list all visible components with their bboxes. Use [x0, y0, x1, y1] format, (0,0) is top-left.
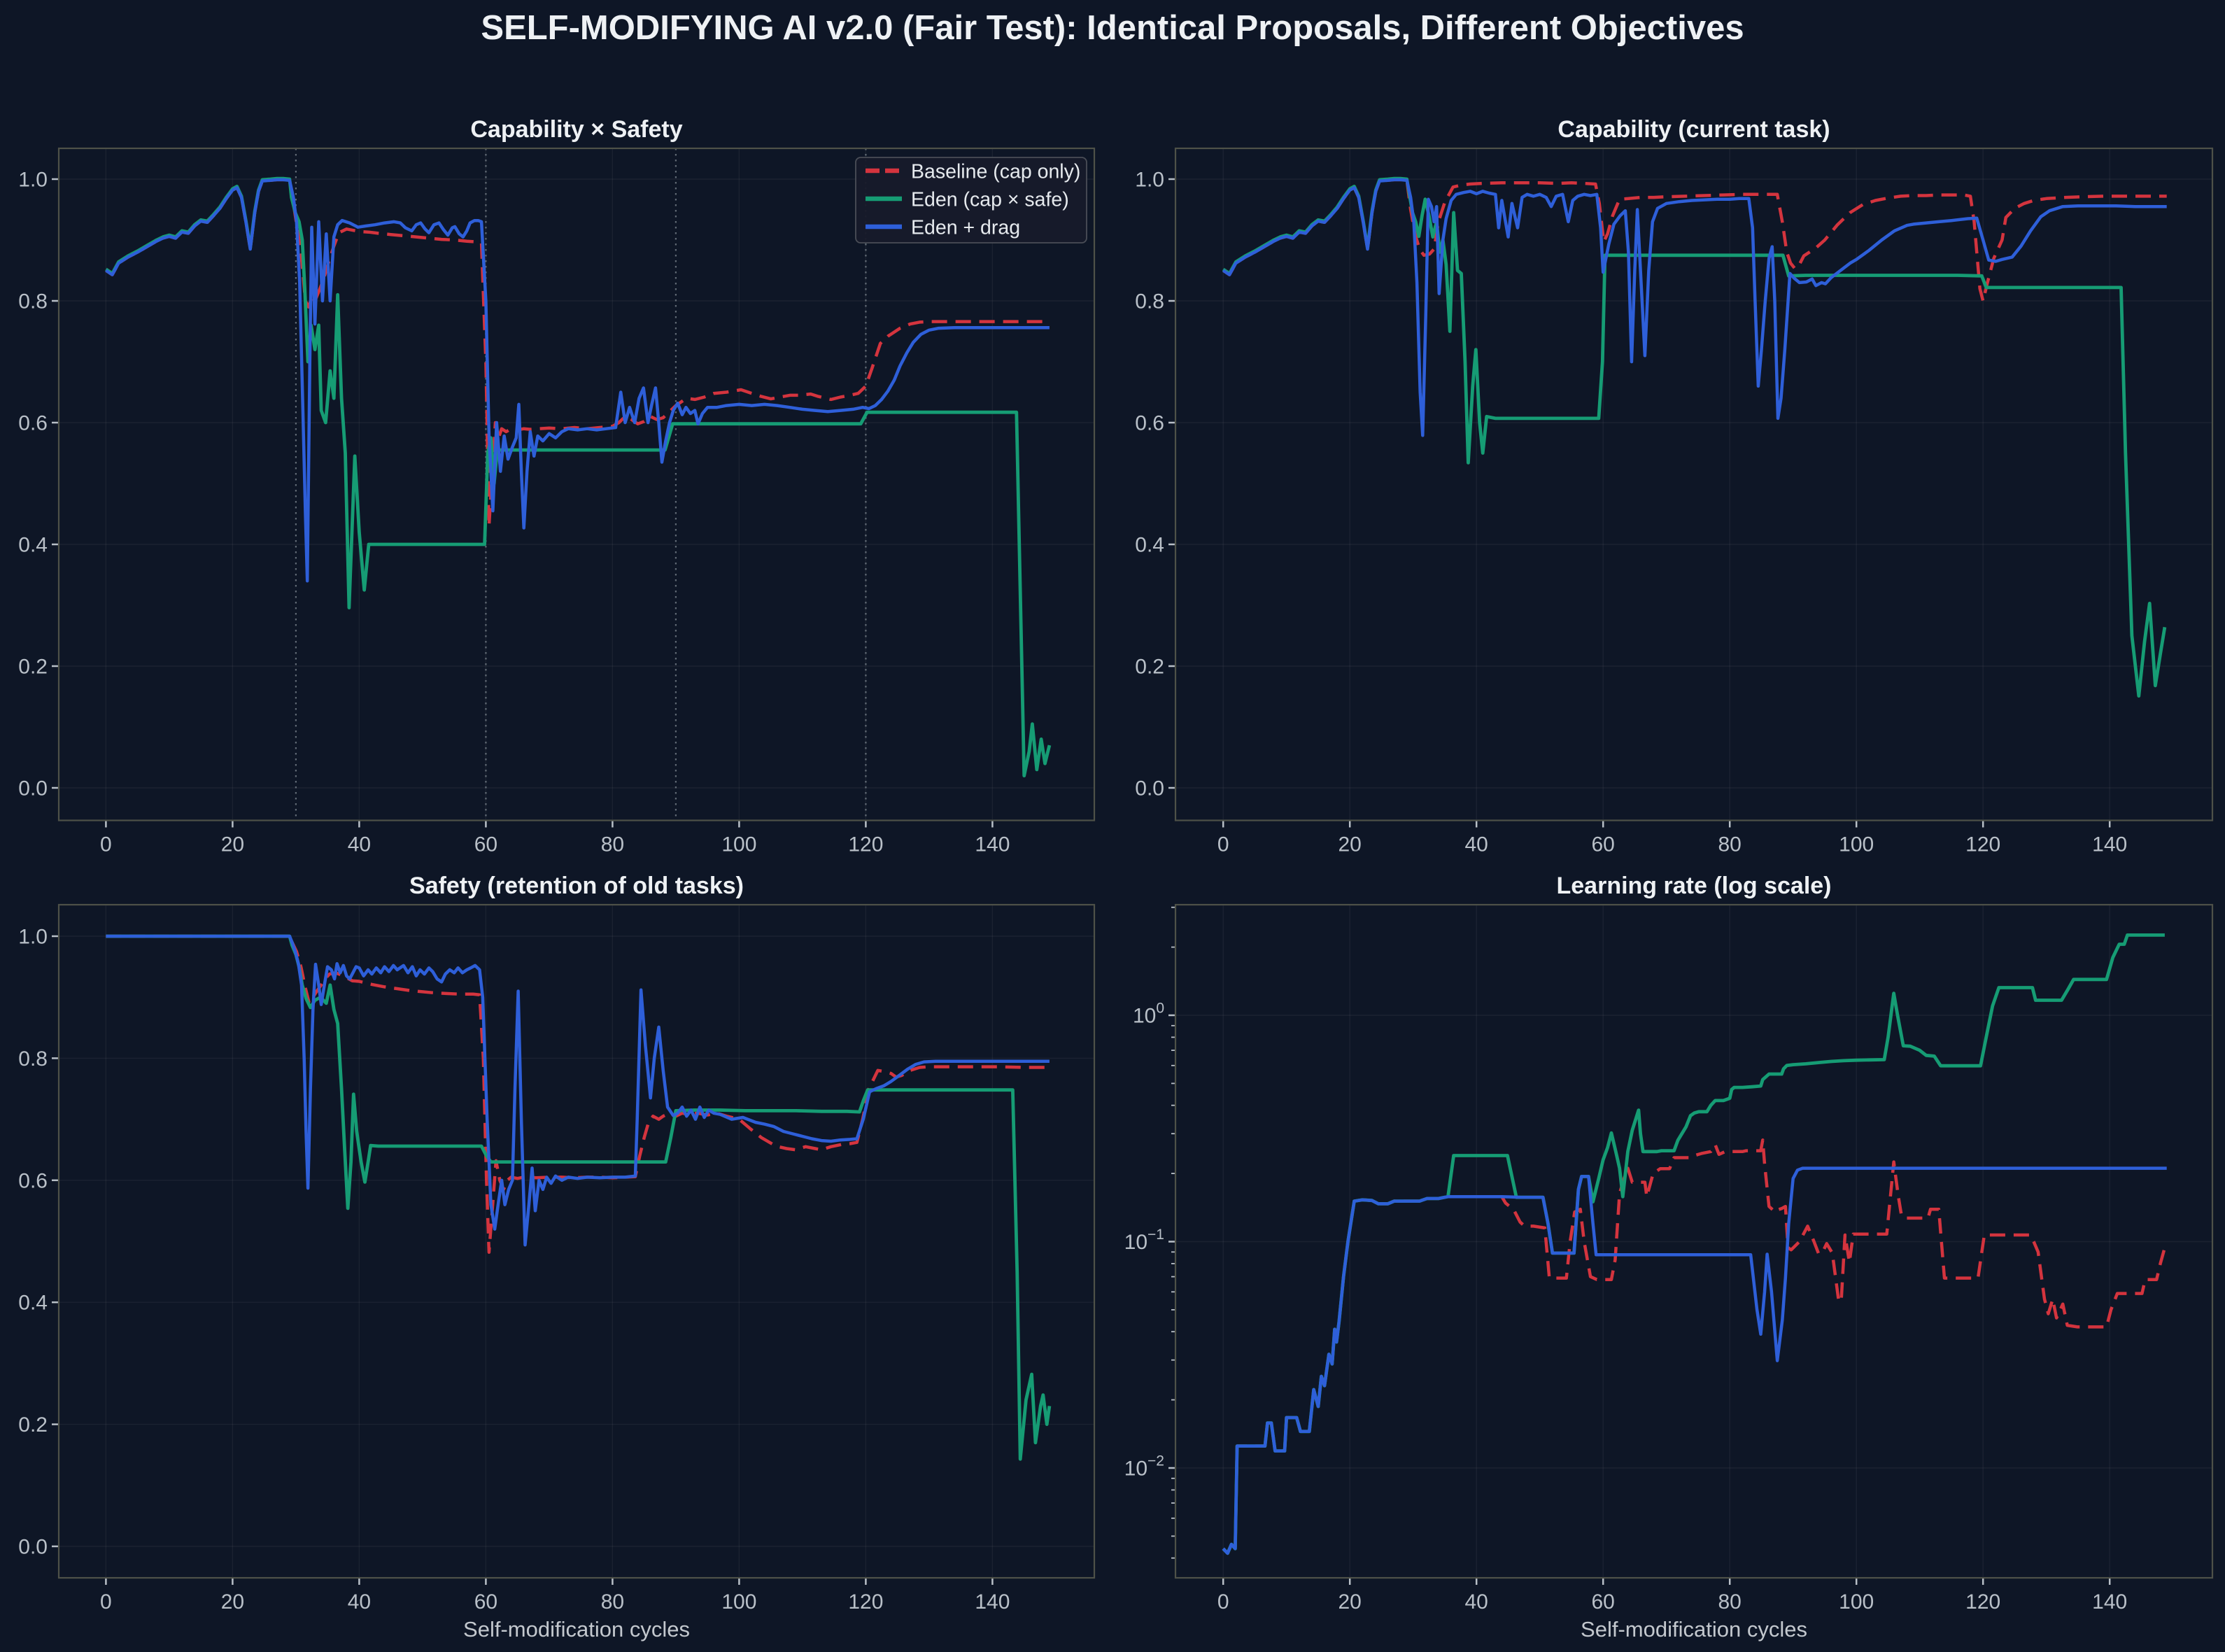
- svg-text:100: 100: [1839, 833, 1874, 856]
- svg-text:80: 80: [601, 1590, 624, 1614]
- svg-text:120: 120: [1965, 833, 2000, 856]
- svg-text:1.0: 1.0: [18, 926, 48, 949]
- svg-text:0.4: 0.4: [1135, 534, 1164, 557]
- svg-text:40: 40: [348, 833, 371, 856]
- svg-text:20: 20: [1338, 1590, 1362, 1614]
- svg-text:0: 0: [100, 1590, 112, 1614]
- svg-text:0.2: 0.2: [18, 656, 48, 679]
- svg-text:140: 140: [975, 833, 1010, 856]
- svg-text:60: 60: [474, 833, 497, 856]
- svg-text:0.2: 0.2: [18, 1413, 48, 1436]
- svg-text:0.6: 0.6: [18, 412, 48, 435]
- svg-text:20: 20: [221, 833, 244, 856]
- svg-text:100: 100: [721, 1590, 756, 1614]
- svg-text:0.0: 0.0: [1135, 777, 1164, 800]
- svg-text:0.2: 0.2: [1135, 656, 1164, 679]
- svg-text:60: 60: [1592, 833, 1615, 856]
- svg-text:0: 0: [1217, 833, 1229, 856]
- svg-text:1.0: 1.0: [1135, 169, 1164, 192]
- svg-text:10−2: 10−2: [1124, 1453, 1164, 1481]
- svg-text:80: 80: [1718, 833, 1742, 856]
- svg-text:0: 0: [1217, 1590, 1229, 1614]
- svg-text:120: 120: [848, 1590, 883, 1614]
- svg-text:1.0: 1.0: [18, 169, 48, 192]
- svg-text:140: 140: [975, 1590, 1010, 1614]
- svg-text:0.4: 0.4: [18, 534, 48, 557]
- svg-text:Self-modification cycles: Self-modification cycles: [1581, 1617, 1807, 1642]
- svg-text:140: 140: [2092, 1590, 2127, 1614]
- svg-text:Self-modification cycles: Self-modification cycles: [463, 1617, 690, 1642]
- svg-text:100: 100: [1133, 1001, 1164, 1028]
- svg-text:SELF-MODIFYING AI v2.0 (Fair T: SELF-MODIFYING AI v2.0 (Fair Test): Iden…: [481, 9, 1744, 47]
- svg-text:100: 100: [721, 833, 756, 856]
- svg-text:0.8: 0.8: [18, 290, 48, 313]
- svg-text:60: 60: [1592, 1590, 1615, 1614]
- svg-text:Eden (cap × safe): Eden (cap × safe): [911, 189, 1069, 211]
- svg-text:10−1: 10−1: [1124, 1227, 1164, 1254]
- svg-text:Safety (retention of old tasks: Safety (retention of old tasks): [409, 873, 744, 899]
- svg-text:80: 80: [601, 833, 624, 856]
- svg-text:Baseline (cap only): Baseline (cap only): [911, 161, 1080, 183]
- svg-text:20: 20: [221, 1590, 244, 1614]
- svg-text:60: 60: [474, 1590, 497, 1614]
- svg-text:Capability (current task): Capability (current task): [1558, 116, 1830, 143]
- svg-text:40: 40: [1465, 833, 1488, 856]
- svg-text:140: 140: [2092, 833, 2127, 856]
- svg-text:80: 80: [1718, 1590, 1742, 1614]
- svg-text:Learning rate (log scale): Learning rate (log scale): [1557, 873, 1832, 899]
- svg-text:0: 0: [100, 833, 112, 856]
- svg-text:40: 40: [348, 1590, 371, 1614]
- svg-text:Capability × Safety: Capability × Safety: [470, 116, 682, 143]
- svg-text:0.4: 0.4: [18, 1292, 48, 1315]
- svg-text:0.0: 0.0: [18, 1536, 48, 1559]
- svg-text:0.8: 0.8: [18, 1047, 48, 1071]
- svg-text:0.8: 0.8: [1135, 290, 1164, 313]
- svg-text:Eden + drag: Eden + drag: [911, 217, 1020, 239]
- svg-text:40: 40: [1465, 1590, 1488, 1614]
- svg-text:20: 20: [1338, 833, 1362, 856]
- svg-text:0.6: 0.6: [18, 1169, 48, 1192]
- svg-text:0.0: 0.0: [18, 777, 48, 800]
- svg-text:120: 120: [1965, 1590, 2000, 1614]
- svg-text:100: 100: [1839, 1590, 1874, 1614]
- svg-text:0.6: 0.6: [1135, 412, 1164, 435]
- svg-text:120: 120: [848, 833, 883, 856]
